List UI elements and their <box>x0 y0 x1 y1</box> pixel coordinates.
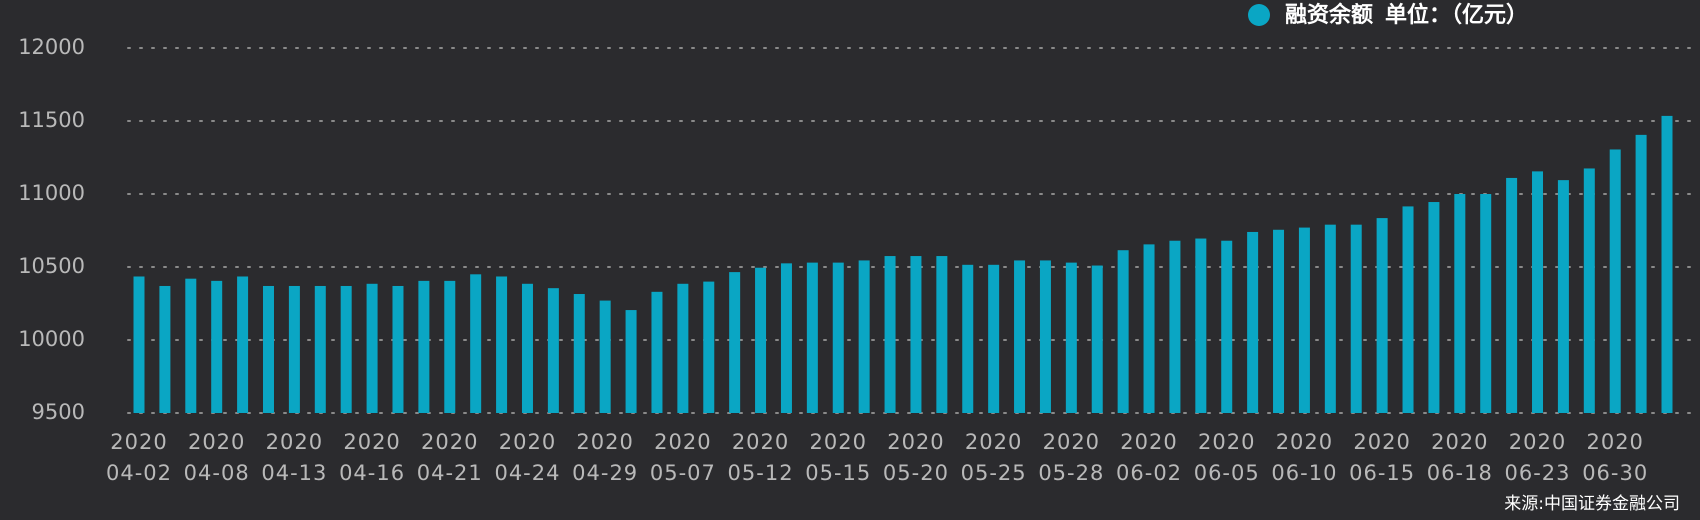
x-tick-label: 2020 06-18 <box>1426 430 1493 485</box>
bar <box>1298 227 1310 413</box>
bar <box>858 260 870 413</box>
bar <box>1143 244 1155 413</box>
bar <box>832 262 844 413</box>
bar <box>910 256 922 413</box>
x-tick-label: 2020 04-16 <box>339 430 406 485</box>
bar <box>884 256 896 413</box>
x-tick-label: 2020 04-08 <box>183 430 250 485</box>
y-tick-label: 10500 <box>18 254 85 278</box>
bar <box>780 263 792 413</box>
bar <box>262 285 274 413</box>
bar <box>625 310 637 413</box>
source-note: 来源:中国证券金融公司 <box>1504 494 1680 514</box>
bar <box>806 262 818 413</box>
x-tick-label: 2020 06-05 <box>1193 430 1260 485</box>
bar <box>1661 115 1673 413</box>
x-tick-label: 2020 06-15 <box>1349 430 1416 485</box>
bar <box>1609 149 1621 413</box>
bar <box>573 294 585 413</box>
legend-marker <box>1248 4 1270 26</box>
bar <box>159 285 171 413</box>
bar <box>651 291 663 413</box>
y-tick-label: 9500 <box>32 400 85 424</box>
x-tick-label: 2020 04-13 <box>261 430 328 485</box>
bar <box>1350 224 1362 413</box>
bar <box>133 276 145 413</box>
bar <box>962 264 974 413</box>
x-tick-label: 2020 04-21 <box>416 430 483 485</box>
x-tick-label: 2020 04-24 <box>494 430 561 485</box>
x-tick-label: 2020 05-28 <box>1038 430 1105 485</box>
bar <box>677 283 689 413</box>
y-tick-label: 12000 <box>18 35 85 59</box>
bar <box>547 288 559 413</box>
bar <box>211 280 223 413</box>
bar <box>1635 134 1647 413</box>
bar <box>366 283 378 413</box>
bar <box>185 278 197 413</box>
x-tick-label: 2020 05-12 <box>727 430 794 485</box>
bar <box>936 256 948 413</box>
bar <box>288 285 300 413</box>
bar <box>1014 260 1026 413</box>
x-tick-label: 2020 06-30 <box>1582 430 1649 485</box>
bar <box>1169 240 1181 413</box>
bar <box>1583 168 1595 413</box>
bar <box>1091 265 1103 413</box>
y-tick-label: 11000 <box>18 181 85 205</box>
bar <box>1065 262 1077 413</box>
bar <box>496 276 508 413</box>
x-tick-label: 2020 05-25 <box>960 430 1027 485</box>
bar <box>1532 171 1544 413</box>
bar <box>418 280 430 413</box>
bar <box>1247 231 1259 413</box>
x-tick-label: 2020 05-15 <box>805 430 872 485</box>
bar <box>392 285 404 413</box>
bar <box>755 267 767 413</box>
bar <box>1324 224 1336 413</box>
unit-label: 单位：（亿元） <box>1385 2 1528 28</box>
bar <box>1039 260 1051 413</box>
bar <box>470 274 482 413</box>
x-tick-label: 2020 05-20 <box>882 430 949 485</box>
bar <box>1402 206 1414 413</box>
bar <box>729 272 741 413</box>
y-tick-label: 11500 <box>18 108 85 132</box>
x-tick-label: 2020 05-07 <box>649 430 716 485</box>
bar <box>988 264 1000 413</box>
bar <box>1480 194 1492 413</box>
bar <box>1273 229 1285 413</box>
x-tick-label: 2020 04-29 <box>572 430 639 485</box>
bar <box>521 283 533 413</box>
bar <box>1221 240 1233 413</box>
bar <box>1195 238 1207 413</box>
bar <box>1428 202 1440 413</box>
bar <box>1117 250 1129 413</box>
legend-label: 融资余额 <box>1285 2 1373 28</box>
bar <box>703 281 715 413</box>
bar <box>237 276 249 413</box>
x-tick-label: 2020 06-02 <box>1116 430 1183 485</box>
bar <box>1506 177 1518 413</box>
bar <box>599 300 611 413</box>
bar <box>314 285 326 413</box>
x-tick-label: 2020 04-02 <box>105 430 173 485</box>
bar <box>444 280 456 413</box>
y-tick-label: 10000 <box>18 327 85 351</box>
bar <box>340 285 352 413</box>
x-tick-label: 2020 06-23 <box>1504 430 1571 485</box>
bar <box>1454 194 1466 413</box>
bar <box>1376 218 1388 413</box>
x-tick-label: 2020 06-10 <box>1271 430 1338 485</box>
bar <box>1557 180 1569 413</box>
